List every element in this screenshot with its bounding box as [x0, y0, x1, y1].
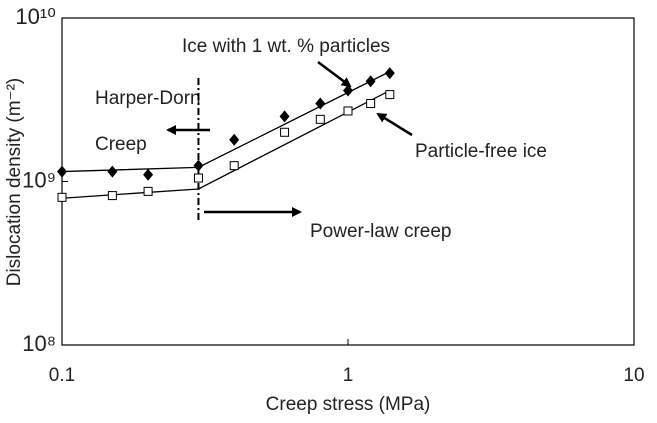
plot-frame — [61, 17, 635, 346]
square-marker — [229, 161, 239, 171]
fit-line — [61, 89, 391, 199]
y-axis-label: Dislocation density (m⁻²) — [4, 78, 25, 287]
square-marker — [343, 106, 353, 116]
x-axis-label: Creep stress (MPa) — [266, 394, 431, 415]
annotation: Creep — [95, 134, 147, 155]
annotation: Harper-Dorn — [95, 88, 201, 109]
diamond-marker — [143, 168, 154, 181]
arrow — [317, 61, 352, 88]
fit-line — [61, 71, 391, 173]
y-tick-label: 10⁹ — [22, 168, 56, 193]
square-marker — [366, 98, 376, 108]
square-marker — [385, 90, 395, 100]
diamond-marker — [57, 165, 67, 178]
x-tick-label: 1 — [343, 365, 354, 386]
square-marker — [315, 114, 325, 124]
diamond-marker — [107, 165, 118, 178]
square-marker — [57, 192, 67, 202]
diamond-marker — [365, 75, 376, 88]
diamond-marker — [193, 159, 204, 172]
diamond-marker — [229, 133, 240, 146]
x-tick-label: 10 — [623, 365, 644, 386]
arrow — [376, 112, 413, 137]
square-marker — [280, 127, 290, 137]
diamond-marker — [315, 97, 326, 110]
annotation: Power-law creep — [310, 221, 452, 242]
square-marker — [143, 186, 153, 196]
x-tick-label: 0.1 — [49, 365, 75, 386]
diamond-marker — [279, 110, 290, 123]
square-marker — [193, 173, 203, 183]
annotation: Particle-free ice — [415, 141, 547, 162]
square-marker — [107, 191, 117, 201]
y-tick-label: 10⁸ — [22, 331, 56, 356]
diamond-marker — [343, 84, 353, 97]
annotation: Ice with 1 wt. % particles — [182, 36, 390, 57]
y-tick-label: 10¹⁰ — [15, 4, 56, 29]
diamond-marker — [384, 67, 395, 80]
